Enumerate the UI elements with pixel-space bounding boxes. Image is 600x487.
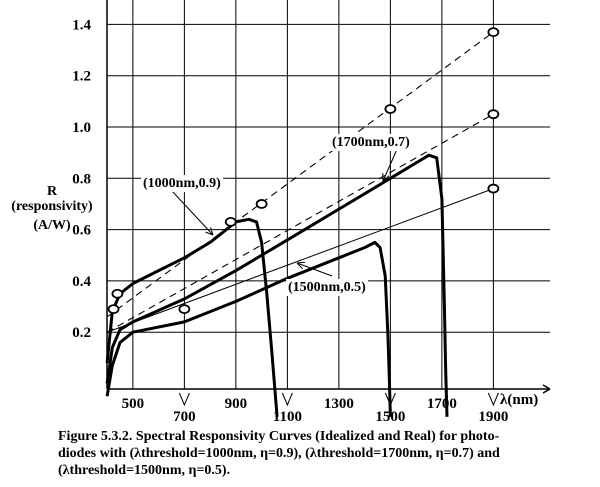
data-marker: [487, 109, 500, 120]
data-marker: [255, 199, 268, 209]
figure-caption: Figure 5.3.2. Spectral Responsivity Curv…: [58, 428, 598, 479]
annotation-leader: [296, 262, 333, 277]
annotation-label: (1000nm,0.9): [143, 176, 221, 191]
x-tick-label-upper: 900: [225, 396, 248, 412]
annotation-background: [330, 134, 413, 151]
y-tick-label: 1.0: [72, 120, 91, 136]
series-line-3: [106, 188, 494, 333]
y-axis-label-line: R: [47, 184, 58, 199]
series-lines: [105, 31, 494, 417]
tick-labels: 0.2 0.4 0.6 0.8 1.0 1.2 1.4 500 900 1300 1700 700 11…: [72, 17, 538, 425]
y-tick-label: 0.2: [72, 325, 91, 341]
data-marker: [384, 104, 397, 114]
x-tick-label-lower: 1900: [478, 409, 508, 425]
annotation-background: [286, 279, 369, 296]
y-axis-label: R(responsivity) (A/W): [11, 184, 93, 233]
x-tick-arrow: [281, 392, 293, 407]
annotation-arrowhead: [205, 227, 214, 236]
x-tick-label-lower: 1500: [375, 409, 405, 425]
x-tick-label-upper: 1300: [324, 396, 354, 412]
annotation-label: (1700nm,0.7): [332, 135, 410, 150]
x-tick-arrow: [487, 392, 499, 407]
axes: [106, 0, 551, 407]
data-markers: [107, 27, 500, 315]
x-tick-label-upper: 500: [122, 396, 145, 412]
y-tick-label: 1.2: [72, 69, 91, 85]
data-marker: [111, 288, 124, 299]
x-tick-label-lower: 1100: [273, 409, 302, 425]
series-line-2: [106, 113, 494, 333]
annotation-leaders: [171, 146, 399, 277]
annotation-arrowhead: [382, 172, 390, 182]
data-marker: [107, 304, 120, 315]
x-axis-arrow: [542, 384, 551, 394]
series-line-4: [105, 217, 279, 417]
annotation-arrowhead: [296, 261, 306, 270]
caption-line-2: diodes with (λthreshold=1000nm, η=0.9), …: [58, 446, 500, 461]
data-marker: [487, 27, 500, 37]
annotation-label: (1500nm,0.5): [288, 280, 366, 295]
data-marker: [178, 304, 191, 315]
caption-line-1: Figure 5.3.2. Spectral Responsivity Curv…: [58, 429, 500, 444]
data-marker: [487, 183, 500, 194]
data-marker: [224, 217, 237, 227]
caption-line-3: (λthreshold=1500nm, η=0.5).: [58, 463, 231, 478]
annotation-leader: [171, 190, 214, 236]
series-line-6: [105, 240, 392, 417]
x-axis-label: λ(nm): [500, 392, 538, 408]
y-axis-label-line: (responsivity): [11, 199, 93, 214]
x-tick-arrow: [178, 392, 190, 407]
y-tick-label: 0.8: [72, 171, 91, 187]
y-tick-label: 0.4: [72, 274, 91, 290]
annotation-leader: [382, 146, 399, 182]
grid: [107, 0, 550, 389]
annotation-background: [141, 175, 224, 192]
x-tick-label-lower: 700: [173, 409, 196, 425]
x-tick-label-upper: 1700: [427, 396, 457, 412]
y-tick-label: 1.4: [72, 17, 91, 33]
y-tick-label: 0.6: [72, 223, 91, 239]
y-axis-label-line: (A/W): [33, 218, 71, 233]
series-line-5: [105, 153, 449, 417]
annotations: (1000nm,0.9) (1700nm,0.7) (1500nm,0.5): [141, 134, 413, 296]
series-line-1: [106, 31, 494, 318]
